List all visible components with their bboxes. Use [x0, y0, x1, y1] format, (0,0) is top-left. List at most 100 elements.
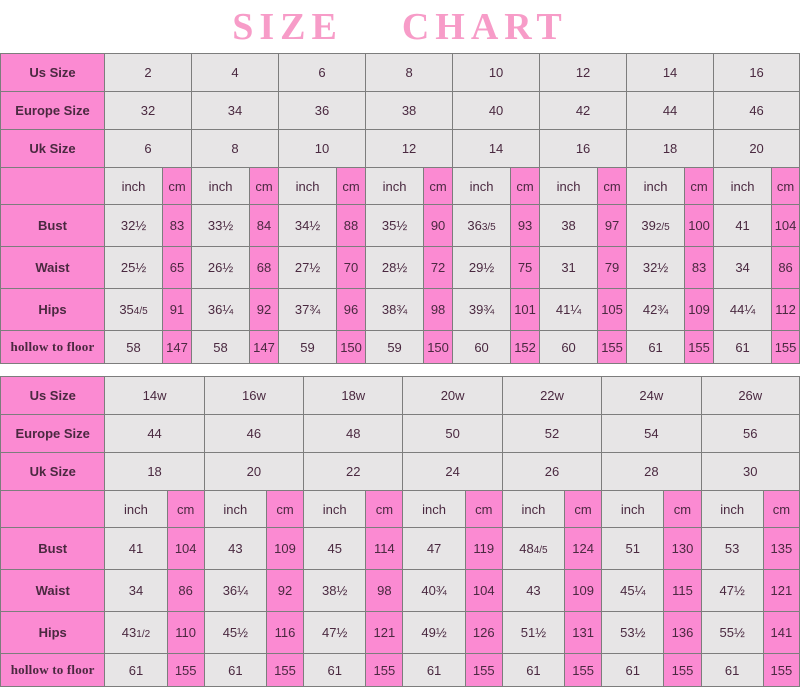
cell-hips-inch-5: 41¼	[539, 288, 599, 331]
cell-bust-cm-plus-6: 135	[762, 527, 800, 570]
table-row-waist: Waist 25½ 65 26½ 68 27½ 70 28½ 72 29½ 75…	[0, 246, 800, 289]
cell-bust-cm-plus-1: 109	[265, 527, 305, 570]
cell-bust-cm-plus-4: 124	[564, 527, 603, 570]
cell-europe-size-5: 42	[539, 91, 628, 130]
cell-floor-inch-plus-5: 61	[601, 653, 665, 687]
page-title: SIZE CHART	[232, 6, 568, 48]
row-label-uk-size: Uk Size	[0, 129, 105, 168]
cell-hips-inch-plus-1: 45½	[203, 611, 267, 654]
cell-hips-inch-6: 42¾	[626, 288, 686, 331]
row-label-bust: Bust	[0, 204, 105, 247]
cell-bust-inch-0: 32½	[104, 204, 163, 247]
cell-floor-inch-4: 60	[452, 330, 512, 364]
cell-floor-cm-plus-3: 155	[464, 653, 503, 687]
cell-floor-cm-0: 147	[161, 330, 193, 364]
cell-waist-inch-5: 31	[539, 246, 599, 289]
cell-bust-inch-4: 363/5	[452, 204, 512, 247]
row-label-us-size-plus: Us Size	[0, 376, 106, 415]
table2-row-waist: Waist 34 86 36¼ 92 38½ 98 40¾ 104 43 109…	[0, 569, 800, 612]
cell-bust-cm-5: 97	[597, 204, 628, 247]
row-label-waist-plus: Waist	[0, 569, 106, 612]
table2-row-units: inch cm inch cm inch cm inch cm inch cm …	[0, 490, 800, 528]
unit-cm-3: cm	[423, 167, 454, 205]
cell-us-size-4: 10	[452, 53, 541, 92]
cell-hips-inch-plus-6: 55½	[700, 611, 764, 654]
cell-bust-cm-plus-5: 130	[663, 527, 702, 570]
cell-us-size-2: 6	[278, 53, 367, 92]
cell-bust-inch-5: 38	[539, 204, 599, 247]
cell-bust-cm-3: 90	[423, 204, 454, 247]
cell-floor-cm-plus-6: 155	[762, 653, 800, 687]
cell-floor-inch-plus-3: 61	[402, 653, 466, 687]
cell-floor-cm-4: 152	[510, 330, 541, 364]
cell-bust-inch-1: 33½	[191, 204, 251, 247]
cell-us-size-plus-3: 20w	[402, 376, 503, 415]
cell-waist-inch-plus-3: 40¾	[402, 569, 466, 612]
cell-hips-cm-plus-2: 121	[365, 611, 404, 654]
cell-us-size-plus-2: 18w	[303, 376, 404, 415]
cell-hips-cm-plus-4: 131	[564, 611, 603, 654]
unit-inch-4: inch	[452, 167, 512, 205]
cell-waist-cm-7: 86	[771, 246, 800, 289]
cell-us-size-7: 16	[713, 53, 800, 92]
cell-hips-cm-2: 96	[336, 288, 367, 331]
cell-waist-cm-plus-2: 98	[365, 569, 404, 612]
cell-hips-cm-3: 98	[423, 288, 454, 331]
cell-floor-inch-3: 59	[365, 330, 425, 364]
table1-body: Us Size 2 4 6 8 10 12 14 16 Europe Size …	[0, 53, 800, 364]
table-row-hips: Hips 354/5 91 36¼ 92 37¾ 96 38¾ 98 39¾ 1…	[0, 288, 800, 331]
size-table-standard: Us Size 2 4 6 8 10 12 14 16 Europe Size …	[0, 53, 800, 364]
cell-waist-cm-1: 68	[249, 246, 280, 289]
unit-inch-1: inch	[191, 167, 251, 205]
cell-hips-inch-plus-2: 47½	[303, 611, 367, 654]
cell-waist-cm-plus-1: 92	[265, 569, 305, 612]
unit-inch-6: inch	[626, 167, 686, 205]
table-row-units: inch cm inch cm inch cm inch cm inch cm …	[0, 167, 800, 205]
cell-europe-size-plus-4: 52	[501, 414, 603, 453]
table2-body: Us Size 14w 16w 18w 20w 22w 24w 26w Euro…	[0, 376, 800, 687]
row-label-europe-size: Europe Size	[0, 91, 105, 130]
cell-hips-inch-7: 44¼	[713, 288, 773, 331]
cell-bust-inch-3: 35½	[365, 204, 425, 247]
unit-cm-0: cm	[161, 167, 193, 205]
cell-floor-inch-0: 58	[104, 330, 163, 364]
unit-inch-plus-1: inch	[203, 490, 267, 528]
cell-floor-inch-1: 58	[191, 330, 251, 364]
cell-waist-cm-plus-5: 115	[663, 569, 702, 612]
cell-us-size-plus-1: 16w	[203, 376, 305, 415]
unit-cm-7: cm	[771, 167, 800, 205]
unit-inch-3: inch	[365, 167, 425, 205]
cell-waist-cm-6: 83	[684, 246, 715, 289]
cell-bust-inch-plus-6: 53	[700, 527, 764, 570]
cell-waist-inch-plus-0: 34	[104, 569, 168, 612]
cell-uk-size-3: 12	[365, 129, 454, 168]
cell-floor-inch-plus-6: 61	[700, 653, 764, 687]
cell-europe-size-1: 34	[191, 91, 280, 130]
unit-cm-1: cm	[249, 167, 280, 205]
table2-row-uk-size: Uk Size 18 20 22 24 26 28 30	[0, 452, 800, 491]
cell-uk-size-4: 14	[452, 129, 541, 168]
cell-floor-cm-plus-4: 155	[564, 653, 603, 687]
cell-europe-size-2: 36	[278, 91, 367, 130]
row-label-bust-plus: Bust	[0, 527, 106, 570]
cell-bust-inch-plus-1: 43	[203, 527, 267, 570]
unit-inch-5: inch	[539, 167, 599, 205]
cell-floor-inch-plus-0: 61	[104, 653, 168, 687]
cell-hips-cm-plus-5: 136	[663, 611, 702, 654]
cell-bust-inch-6: 392/5	[626, 204, 686, 247]
cell-waist-inch-7: 34	[713, 246, 773, 289]
cell-waist-cm-plus-4: 109	[564, 569, 603, 612]
cell-hips-inch-plus-4: 51½	[501, 611, 566, 654]
cell-us-size-6: 14	[626, 53, 715, 92]
cell-europe-size-plus-0: 44	[104, 414, 205, 453]
cell-hips-cm-plus-3: 126	[464, 611, 503, 654]
cell-waist-inch-plus-4: 43	[501, 569, 566, 612]
cell-waist-cm-2: 70	[336, 246, 367, 289]
cell-bust-inch-plus-5: 51	[601, 527, 665, 570]
table2-row-us-size: Us Size 14w 16w 18w 20w 22w 24w 26w	[0, 376, 800, 415]
row-label-hips: Hips	[0, 288, 105, 331]
cell-bust-cm-2: 88	[336, 204, 367, 247]
cell-europe-size-plus-2: 48	[303, 414, 404, 453]
cell-waist-inch-4: 29½	[452, 246, 512, 289]
unit-cm-4: cm	[510, 167, 541, 205]
